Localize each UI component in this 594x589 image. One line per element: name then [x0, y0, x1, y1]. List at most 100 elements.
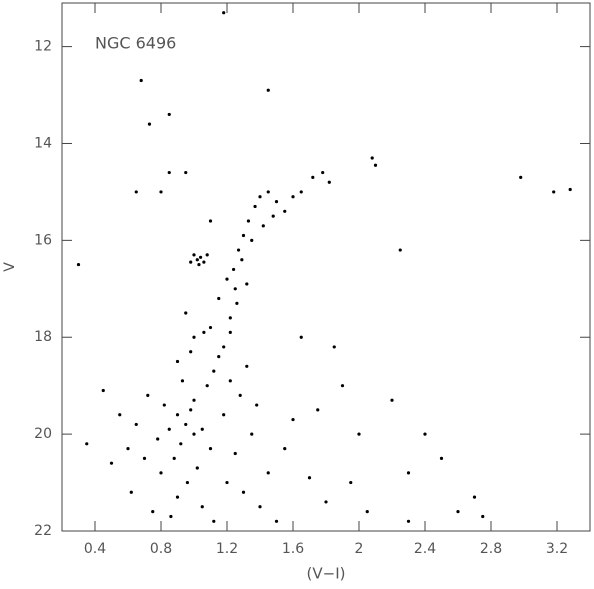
- star-point: [283, 209, 287, 213]
- star-point: [349, 480, 353, 485]
- star-point: [228, 379, 232, 383]
- star-point: [316, 408, 320, 412]
- star-point: [258, 195, 262, 199]
- star-point: [261, 224, 265, 228]
- star-point: [118, 413, 122, 417]
- star-point: [200, 505, 204, 509]
- star-point: [222, 345, 226, 349]
- star-point: [202, 330, 206, 334]
- star-point: [274, 519, 279, 523]
- x-tick-label: 0.4: [84, 541, 106, 557]
- y-axis-label: V: [2, 262, 18, 272]
- star-point: [184, 311, 188, 315]
- star-point: [175, 359, 180, 364]
- star-point: [253, 204, 257, 209]
- star-point: [299, 190, 303, 194]
- star-point: [439, 456, 444, 460]
- star-point: [169, 514, 173, 519]
- star-point: [222, 413, 226, 417]
- star-point: [184, 170, 188, 175]
- star-point: [185, 480, 189, 485]
- star-point: [245, 282, 249, 286]
- star-point: [189, 408, 193, 412]
- star-point: [222, 11, 226, 15]
- y-tick-label: 12: [34, 39, 52, 55]
- star-point: [76, 262, 81, 267]
- star-point: [228, 316, 232, 320]
- star-point: [167, 170, 171, 175]
- star-point: [126, 447, 130, 451]
- star-point: [192, 398, 196, 402]
- star-point: [167, 112, 171, 117]
- star-point: [205, 253, 209, 257]
- star-point: [266, 190, 270, 194]
- star-point: [225, 277, 229, 281]
- x-tick-label: 1.6: [282, 541, 304, 557]
- star-point: [167, 427, 171, 431]
- star-point: [217, 296, 221, 301]
- star-point: [340, 384, 345, 388]
- star-point: [255, 403, 259, 407]
- star-point: [134, 422, 138, 427]
- star-point: [233, 287, 237, 291]
- star-point: [146, 393, 150, 397]
- star-point: [197, 262, 201, 267]
- star-point: [274, 200, 279, 204]
- star-point: [258, 505, 262, 509]
- star-point: [208, 219, 213, 223]
- star-point: [195, 466, 199, 470]
- x-tick-label: 3.2: [546, 541, 568, 557]
- star-point: [519, 175, 523, 179]
- y-tick-label: 20: [34, 426, 52, 442]
- star-point: [195, 258, 199, 262]
- star-point: [142, 456, 147, 460]
- star-point: [200, 427, 204, 431]
- star-point: [192, 335, 196, 339]
- star-point: [481, 514, 485, 519]
- star-point: [162, 403, 166, 407]
- star-point: [180, 379, 185, 383]
- star-point: [245, 364, 249, 368]
- star-point: [184, 422, 188, 427]
- star-point: [159, 190, 163, 194]
- star-point: [250, 238, 254, 242]
- star-point: [311, 175, 315, 179]
- star-point: [406, 519, 411, 523]
- y-tick-label: 14: [34, 135, 52, 151]
- star-point: [151, 510, 155, 514]
- star-point: [238, 393, 242, 397]
- star-point: [291, 195, 295, 199]
- star-point: [232, 267, 236, 272]
- star-point: [156, 437, 160, 441]
- star-point: [217, 355, 221, 359]
- star-point: [373, 163, 378, 167]
- star-point: [283, 447, 287, 451]
- star-point: [246, 219, 251, 223]
- star-point: [159, 471, 163, 475]
- star-point: [321, 170, 325, 175]
- star-point: [101, 388, 105, 393]
- x-axis-label: (V−I): [307, 565, 346, 583]
- star-point: [271, 214, 275, 218]
- star-point: [189, 260, 193, 264]
- star-point: [370, 156, 374, 160]
- star-point: [179, 442, 183, 446]
- star-point: [172, 456, 176, 460]
- star-point: [192, 253, 196, 257]
- star-point: [192, 432, 196, 436]
- star-point: [212, 519, 216, 523]
- star-point: [299, 335, 303, 339]
- star-point: [233, 451, 237, 456]
- y-tick-label: 22: [34, 523, 52, 539]
- star-point: [307, 476, 312, 480]
- star-point: [134, 190, 138, 194]
- star-point: [398, 248, 402, 252]
- y-tick-label: 16: [34, 232, 52, 248]
- star-point: [129, 490, 133, 494]
- star-point: [235, 301, 239, 305]
- star-point: [423, 432, 427, 436]
- star-point: [552, 190, 556, 194]
- star-point: [147, 122, 152, 126]
- star-point: [327, 180, 331, 184]
- star-point: [266, 471, 270, 475]
